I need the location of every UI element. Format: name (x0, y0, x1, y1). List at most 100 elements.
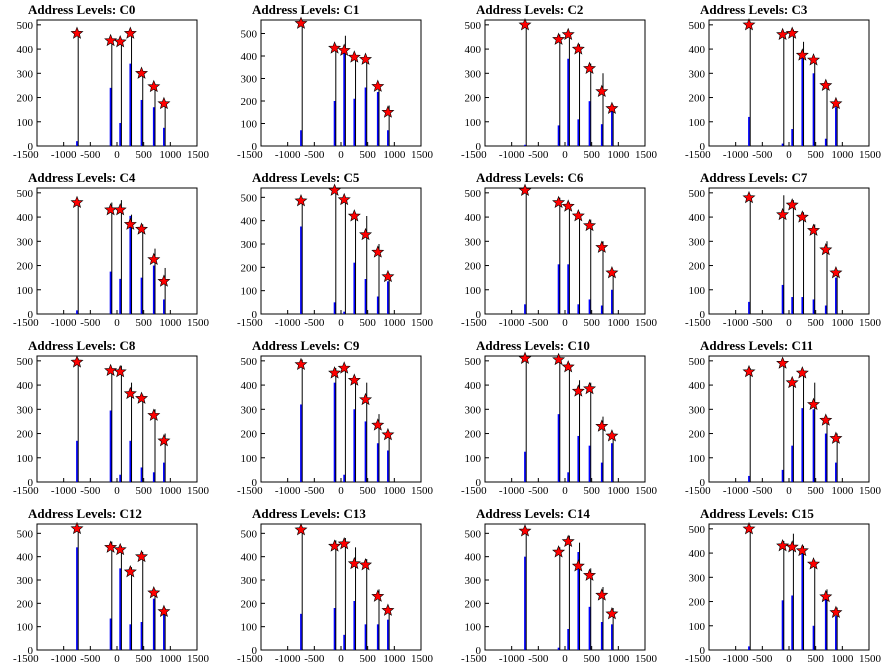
star-marker (742, 364, 756, 378)
star-marker (605, 607, 619, 620)
star-marker (518, 524, 532, 537)
y-tick-label: 400 (241, 552, 258, 564)
star-marker (113, 364, 127, 378)
star-marker (347, 373, 361, 386)
y-tick-label: 500 (465, 528, 482, 540)
star-marker (552, 545, 566, 558)
x-tick-label: 1000 (607, 317, 630, 329)
y-tick-label: 0 (28, 645, 34, 657)
x-tick-label: 500 (583, 149, 600, 161)
star-marker (381, 603, 395, 616)
y-tick-label: 200 (689, 93, 706, 105)
y-tick-label: 400 (689, 380, 706, 392)
y-tick-label: 100 (17, 285, 34, 297)
star-marker (135, 222, 149, 235)
chart-svg: Address Levels: C15 0 100 200 300 400 500 -1500… (685, 506, 882, 665)
y-tick-label: 200 (465, 93, 482, 105)
y-tick-label: 400 (465, 44, 482, 56)
x-tick-label: 0 (786, 317, 792, 329)
x-tick-label: -1000 (723, 317, 749, 329)
chart-svg: Address Levels: C60100200300400500-1500-… (461, 170, 658, 329)
chart-panel-6: Address Levels: C6 0 100 200 300 400 500 -1500-… (448, 168, 672, 336)
star-marker (328, 366, 342, 379)
star-marker (104, 202, 118, 216)
plot-frame (708, 19, 870, 147)
y-tick-label: 0 (28, 141, 34, 153)
star-marker (294, 16, 308, 29)
plot-frame (260, 187, 422, 315)
star-marker (157, 433, 171, 447)
star-marker (595, 588, 609, 601)
chart-svg: Address Levels: C50100200300400500-1500-… (237, 170, 434, 329)
star-marker (605, 429, 619, 442)
x-tick-label: -1500 (237, 653, 263, 665)
star-marker (807, 223, 821, 236)
x-tick-label: -500 (752, 485, 773, 497)
y-tick-label: 300 (465, 404, 482, 416)
star-marker (381, 105, 395, 118)
x-tick-label: -1500 (237, 317, 263, 329)
y-tick-label: 100 (17, 117, 34, 129)
chart-title: Address Levels: C9 (252, 338, 360, 353)
x-tick-label: 1000 (383, 485, 406, 497)
star-marker (829, 96, 843, 110)
star-marker (328, 539, 342, 552)
y-tick-label: 0 (476, 477, 482, 489)
y-tick-label: 300 (17, 68, 34, 80)
x-tick-label: 1500 (859, 653, 882, 665)
star-marker (552, 195, 566, 209)
x-tick-label: 500 (135, 485, 152, 497)
star-marker (347, 556, 361, 570)
y-tick-label: 0 (28, 309, 34, 321)
x-tick-label: 1500 (187, 485, 210, 497)
y-tick-label: 500 (241, 192, 258, 204)
x-tick-label: -1500 (461, 317, 487, 329)
chart-title: Address Levels: C14 (476, 506, 590, 521)
y-tick-label: 400 (17, 380, 34, 392)
plot-frame (36, 187, 198, 315)
plot-frame (36, 19, 198, 147)
chart-panel-3: Address Levels: C3 0 100 200 300 400 500 -1500-… (672, 0, 896, 168)
x-tick-label: 500 (583, 485, 600, 497)
x-tick-label: -500 (304, 653, 325, 665)
y-tick-label: 300 (241, 575, 258, 587)
x-tick-label: 0 (114, 485, 120, 497)
y-tick-label: 0 (700, 477, 706, 489)
x-tick-label: 1000 (159, 317, 182, 329)
star-marker (807, 53, 821, 66)
y-tick-label: 100 (465, 285, 482, 297)
y-tick-label: 0 (28, 477, 34, 489)
star-marker (135, 549, 149, 563)
star-marker (571, 384, 585, 397)
chart-svg: Address Levels: C12 0 100 200 300 400 500 -1500… (13, 506, 210, 665)
y-tick-label: 100 (689, 621, 706, 633)
star-marker (70, 355, 84, 368)
y-tick-label: 100 (17, 622, 34, 634)
star-marker (337, 361, 351, 374)
chart-panel-2: Address Levels: C2 0 100 200 300 400 500 -1500-… (448, 0, 672, 168)
x-tick-label: -1000 (275, 317, 301, 329)
star-marker (359, 52, 373, 65)
star-marker (123, 217, 137, 230)
x-tick-label: 500 (359, 149, 376, 161)
y-tick-label: 200 (465, 429, 482, 441)
x-tick-label: 0 (338, 485, 344, 497)
star-marker (776, 207, 790, 221)
x-tick-label: 1000 (383, 653, 406, 665)
chart-title: Address Levels: C13 (252, 506, 366, 521)
star-marker (371, 589, 385, 602)
y-tick-label: 400 (241, 51, 258, 63)
x-tick-label: 1000 (607, 485, 630, 497)
x-tick-label: -1500 (685, 317, 711, 329)
plot-frame (484, 523, 646, 651)
x-tick-label: -1500 (685, 485, 711, 497)
y-tick-label: 200 (241, 598, 258, 610)
star-marker (371, 245, 385, 258)
y-tick-label: 100 (241, 453, 258, 465)
chart-svg: Address Levels: C40100200300400500-1500-… (13, 170, 210, 329)
chart-title: Address Levels: C4 (28, 170, 136, 185)
star-marker (371, 79, 385, 92)
star-marker (123, 26, 137, 39)
x-tick-label: 500 (807, 149, 824, 161)
y-tick-label: 200 (17, 429, 34, 441)
